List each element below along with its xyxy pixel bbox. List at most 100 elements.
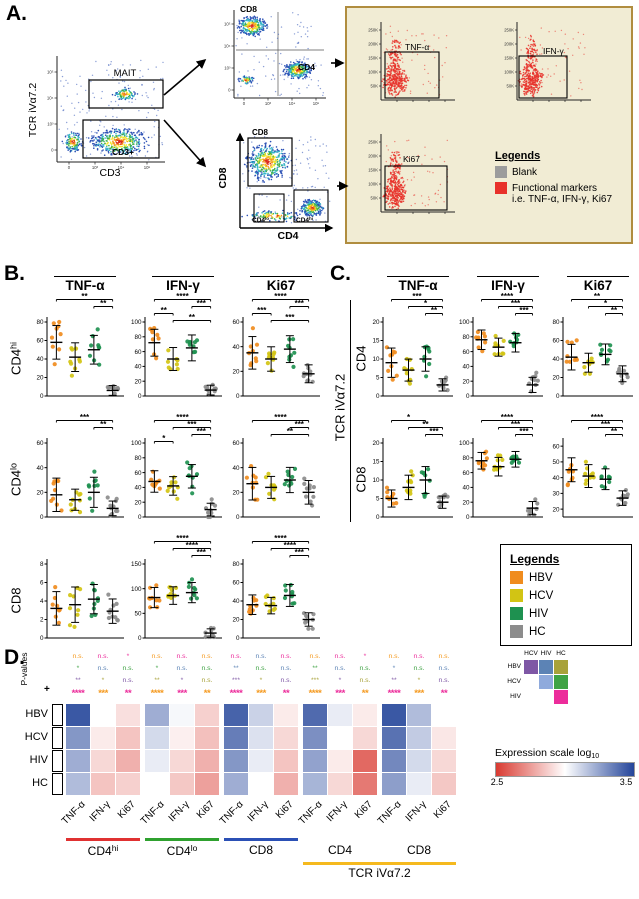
heatmap-cell <box>353 773 377 795</box>
hiv-swatch <box>510 607 523 620</box>
svg-text:0: 0 <box>236 393 240 400</box>
hcv-label: HCV <box>529 589 554 602</box>
plot3-cd4lo-gate-label: CD4lo <box>252 216 270 224</box>
svg-text:4: 4 <box>40 598 44 605</box>
svg-text:60: 60 <box>36 338 44 345</box>
heatmap-cell <box>328 750 352 772</box>
pvalue-token: n.s. <box>230 653 242 660</box>
heatmap-cell <box>116 727 140 749</box>
heatmap-group-label: CD8 <box>406 843 431 857</box>
svg-text:60: 60 <box>232 440 240 447</box>
heatmap-row-box <box>52 704 63 726</box>
svg-text:50K: 50K <box>371 84 379 89</box>
group-underline <box>145 838 219 841</box>
panel-a-label: A. <box>6 2 27 25</box>
svg-text:***: *** <box>197 299 207 308</box>
svg-text:200K: 200K <box>504 42 514 47</box>
hc-label: HC <box>529 625 546 638</box>
pvalue-token: **** <box>308 688 322 699</box>
svg-text:**: ** <box>189 313 196 322</box>
heatmap-cell <box>224 704 248 726</box>
heatmap-cell <box>91 727 115 749</box>
matrix-row-label: HBV <box>507 663 521 670</box>
density-cloud <box>243 140 293 183</box>
svg-text:40: 40 <box>462 364 470 371</box>
matrix-cell <box>539 660 553 674</box>
red-density-cloud <box>387 39 402 73</box>
heatmap-cell <box>116 750 140 772</box>
tcr-label: TCR iVα7.2 <box>348 866 411 880</box>
scatter-cd4hi-tnf: 0 20 40 60 80 ** ** <box>30 292 125 404</box>
svg-text:60: 60 <box>232 580 240 587</box>
scatter-cd8-ifn: 0 50 100 150 **** **** *** <box>128 534 223 646</box>
heatmap-cell <box>170 704 194 726</box>
scatter-canvas: 0 20 40 60 80 ** ** <box>36 292 124 400</box>
svg-text:***: *** <box>295 420 305 429</box>
panel-a-legend: Legends Blank Functional markers i.e. TN… <box>495 150 629 205</box>
svg-text:***: *** <box>197 548 207 557</box>
pvalue-token: n.s. <box>201 665 213 672</box>
svg-text:50K: 50K <box>507 84 515 89</box>
heatmap-cell <box>303 727 327 749</box>
panel-c-axis-label-tcr: TCR iVα7.2 <box>332 373 348 442</box>
pvalue-token: n.s. <box>280 665 292 672</box>
heatmap-cell <box>249 704 273 726</box>
svg-text:200K: 200K <box>368 42 378 47</box>
heatmap-cell <box>91 704 115 726</box>
pvalues-label: P-values <box>19 652 29 686</box>
svg-text:****: **** <box>274 534 287 543</box>
svg-text:80: 80 <box>232 561 240 568</box>
svg-text:***: *** <box>197 427 207 436</box>
heatmap-cell <box>303 704 327 726</box>
plot3-cd4hi-gate-label: CD4hi <box>296 216 314 224</box>
heatmap-cell <box>407 750 431 772</box>
svg-text:40: 40 <box>232 465 240 472</box>
svg-text:60: 60 <box>462 349 470 356</box>
panel-b-label: B. <box>4 262 25 285</box>
plot3-cd8-gate-label: CD8 <box>252 128 269 137</box>
pvalue-token: ** <box>440 688 448 699</box>
scatter-cd8-ki67: 0 20 40 60 80 **** **** *** <box>226 534 321 646</box>
legend-item-hc: HC <box>510 625 622 638</box>
heatmap-cell <box>145 727 169 749</box>
heatmap-col-label: TNF-α <box>59 799 88 827</box>
pvalue-token: **** <box>387 688 401 699</box>
svg-text:5: 5 <box>376 375 380 382</box>
svg-text:***: *** <box>187 420 197 429</box>
pvalue-token: n.s. <box>438 653 450 660</box>
pvalue-token: n.s. <box>334 665 346 672</box>
heatmap-col-label: IFN-γ <box>245 799 271 825</box>
pvalue-token: * <box>417 677 421 684</box>
ki67-label: Ki67 <box>403 154 421 164</box>
pvalue-token: ** <box>361 688 369 699</box>
svg-text:15: 15 <box>372 338 380 345</box>
svg-text:10⁴: 10⁴ <box>47 96 54 101</box>
matrix-row-label: HIV <box>510 693 521 700</box>
svg-text:20: 20 <box>372 319 380 326</box>
svg-text:60: 60 <box>134 470 142 477</box>
density-cloud <box>61 131 84 153</box>
pvalue-token: n.s. <box>72 653 84 660</box>
panel-b-header-tnf: TNF-α <box>54 276 116 293</box>
heatmap-col-label: TNF-α <box>375 799 404 827</box>
svg-text:20: 20 <box>134 378 142 385</box>
density-cloud <box>241 209 301 223</box>
pvalue-token: n.s. <box>388 653 400 660</box>
pvalue-token: n.s. <box>122 665 134 672</box>
pvalue-token: * <box>180 677 184 684</box>
svg-text:80: 80 <box>36 319 44 326</box>
svg-text:10⁵: 10⁵ <box>313 101 320 106</box>
svg-text:20: 20 <box>232 617 240 624</box>
scale-max-label: 3.5 <box>619 777 633 787</box>
heatmap-cell <box>274 704 298 726</box>
pvalue-token: ** <box>391 677 397 684</box>
mait-gate-label: MAIT <box>113 68 137 79</box>
heatmap-cell <box>145 704 169 726</box>
svg-text:10⁵: 10⁵ <box>224 22 231 27</box>
svg-text:80: 80 <box>462 334 470 341</box>
svg-text:60: 60 <box>552 338 560 345</box>
svg-text:250K: 250K <box>368 28 378 33</box>
svg-text:40: 40 <box>232 344 240 351</box>
